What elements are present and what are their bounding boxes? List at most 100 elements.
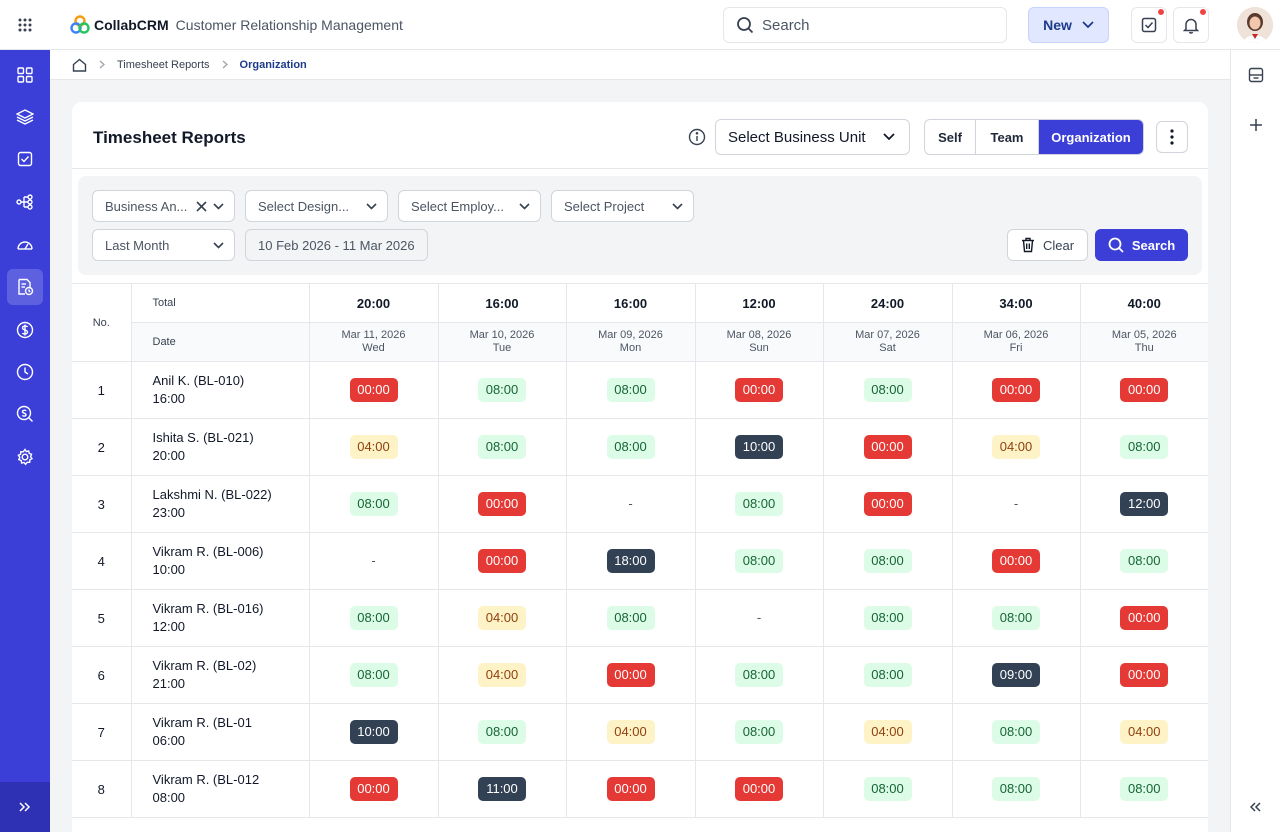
hours-badge-dark[interactable]: 18:00	[606, 549, 655, 573]
project-filter-select[interactable]: Select Project	[551, 190, 694, 222]
new-button[interactable]: New	[1028, 7, 1109, 43]
notifications-button[interactable]	[1173, 7, 1209, 43]
sidebar-item-billing[interactable]	[7, 312, 43, 348]
sidebar-item-performance[interactable]	[7, 226, 43, 262]
scope-team-button[interactable]: Team	[976, 120, 1039, 154]
hours-badge-red[interactable]: 00:00	[478, 549, 526, 573]
business-filter-select[interactable]: Business An...	[92, 190, 235, 222]
business-unit-select[interactable]: Select Business Unit	[715, 119, 910, 155]
hours-badge-green[interactable]: 08:00	[863, 549, 912, 573]
sidebar-expand-button[interactable]	[0, 782, 50, 832]
hours-badge-green[interactable]: 08:00	[349, 492, 398, 516]
hours-badge-green[interactable]: 08:00	[992, 720, 1040, 744]
collapse-rail-button[interactable]	[1238, 789, 1274, 825]
clear-button[interactable]: Clear	[1007, 229, 1088, 261]
hours-badge-green[interactable]: 08:00	[1120, 777, 1169, 801]
sidebar-item-layers[interactable]	[7, 99, 43, 135]
hours-badge-green[interactable]: 08:00	[863, 777, 912, 801]
employee-name[interactable]: Vikram R. (BL-01	[152, 715, 252, 730]
hours-badge-green[interactable]: 08:00	[606, 378, 655, 402]
more-options-button[interactable]	[1156, 121, 1188, 153]
sidebar-item-dashboard[interactable]	[7, 57, 43, 93]
sidebar-item-tasks[interactable]	[7, 141, 43, 177]
hours-badge-red[interactable]: 00:00	[863, 492, 912, 516]
employee-name[interactable]: Vikram R. (BL-02)	[152, 658, 257, 673]
hours-badge-green[interactable]: 08:00	[478, 720, 526, 744]
apps-grid-icon[interactable]	[0, 0, 50, 50]
designation-filter-select[interactable]: Select Design...	[245, 190, 388, 222]
hours-badge-yellow[interactable]: 04:00	[349, 435, 398, 459]
hours-badge-green[interactable]: 08:00	[1120, 549, 1169, 573]
hours-badge-green[interactable]: 08:00	[992, 777, 1040, 801]
hours-badge-green[interactable]: 08:00	[735, 663, 783, 687]
hours-badge-dark[interactable]: 10:00	[735, 435, 783, 459]
hours-badge-green[interactable]: 08:00	[863, 606, 912, 630]
inbox-button[interactable]	[1238, 57, 1274, 93]
hours-badge-red[interactable]: 00:00	[735, 378, 783, 402]
employee-name[interactable]: Vikram R. (BL-006)	[152, 544, 264, 559]
employee-name[interactable]: Anil K. (BL-010)	[152, 373, 245, 388]
sidebar-item-time-tracking[interactable]	[7, 354, 43, 390]
hours-badge-red[interactable]: 00:00	[735, 777, 783, 801]
hours-badge-red[interactable]: 00:00	[606, 663, 655, 687]
scope-organization-button[interactable]: Organization	[1039, 120, 1143, 154]
user-avatar[interactable]	[1237, 7, 1273, 43]
hours-badge-yellow[interactable]: 04:00	[863, 720, 912, 744]
hours-badge-green[interactable]: 08:00	[478, 435, 526, 459]
hours-badge-red[interactable]: 00:00	[349, 777, 398, 801]
hours-badge-green[interactable]: 08:00	[992, 606, 1040, 630]
employee-name[interactable]: Lakshmi N. (BL-022)	[152, 487, 272, 502]
hours-badge-yellow[interactable]: 04:00	[606, 720, 655, 744]
hours-badge-green[interactable]: 08:00	[735, 720, 783, 744]
hours-badge-dark[interactable]: 11:00	[478, 777, 526, 801]
scope-self-button[interactable]: Self	[925, 120, 976, 154]
brand[interactable]: CollabCRM Customer Relationship Manageme…	[70, 0, 403, 50]
sidebar-item-payments[interactable]	[7, 396, 43, 432]
employee-name[interactable]: Ishita S. (BL-021)	[152, 430, 254, 445]
hours-cell: 08:00	[1079, 760, 1208, 818]
home-icon[interactable]	[72, 58, 87, 72]
clear-selection-icon[interactable]	[196, 200, 207, 212]
period-filter-select[interactable]: Last Month	[92, 229, 235, 261]
hours-badge-green[interactable]: 08:00	[735, 492, 783, 516]
hours-badge-yellow[interactable]: 04:00	[478, 606, 526, 630]
hours-badge-green[interactable]: 08:00	[735, 549, 783, 573]
employee-name[interactable]: Vikram R. (BL-016)	[152, 601, 264, 616]
hours-badge-yellow[interactable]: 04:00	[1120, 720, 1169, 744]
hours-badge-dark[interactable]: 12:00	[1120, 492, 1169, 516]
sidebar-item-settings[interactable]	[7, 439, 43, 475]
hours-badge-red[interactable]: 00:00	[992, 378, 1040, 402]
hours-badge-green[interactable]: 08:00	[863, 663, 912, 687]
sidebar-item-timesheet-reports[interactable]	[7, 269, 43, 305]
hours-badge-red[interactable]: 00:00	[992, 549, 1040, 573]
hours-badge-green[interactable]: 08:00	[863, 378, 912, 402]
hours-badge-yellow[interactable]: 04:00	[478, 663, 526, 687]
hours-badge-green[interactable]: 08:00	[349, 663, 398, 687]
info-icon[interactable]	[688, 128, 706, 146]
hours-badge-dark[interactable]: 10:00	[349, 720, 398, 744]
global-search-input[interactable]: Search	[723, 7, 1007, 43]
hours-badge-red[interactable]: 00:00	[1120, 378, 1169, 402]
hours-badge-red[interactable]: 00:00	[606, 777, 655, 801]
sidebar-item-workflow[interactable]	[7, 184, 43, 220]
employee-filter-select[interactable]: Select Employ...	[398, 190, 541, 222]
hours-badge-green[interactable]: 08:00	[1120, 435, 1169, 459]
hours-badge-green[interactable]: 08:00	[349, 606, 398, 630]
hours-badge-red[interactable]: 00:00	[1120, 663, 1169, 687]
employee-name[interactable]: Vikram R. (BL-012	[152, 772, 260, 787]
hours-badge-red[interactable]: 00:00	[478, 492, 526, 516]
breadcrumb-timesheet-reports[interactable]: Timesheet Reports	[117, 58, 210, 71]
tasks-button[interactable]	[1131, 7, 1167, 43]
hours-badge-green[interactable]: 08:00	[606, 435, 655, 459]
hours-badge-yellow[interactable]: 04:00	[992, 435, 1040, 459]
hours-badge-green[interactable]: 08:00	[606, 606, 655, 630]
add-button[interactable]	[1238, 107, 1274, 143]
hours-badge-red[interactable]: 00:00	[863, 435, 912, 459]
hours-badge-red[interactable]: 00:00	[349, 378, 398, 402]
hours-badge-green[interactable]: 08:00	[478, 378, 526, 402]
column-total: 16:00	[565, 283, 696, 323]
search-button[interactable]: Search	[1095, 229, 1188, 261]
hours-badge-red[interactable]: 00:00	[1120, 606, 1169, 630]
hours-badge-dark[interactable]: 09:00	[992, 663, 1040, 687]
date-range-field[interactable]: 10 Feb 2026 - 11 Mar 2026	[245, 229, 428, 261]
